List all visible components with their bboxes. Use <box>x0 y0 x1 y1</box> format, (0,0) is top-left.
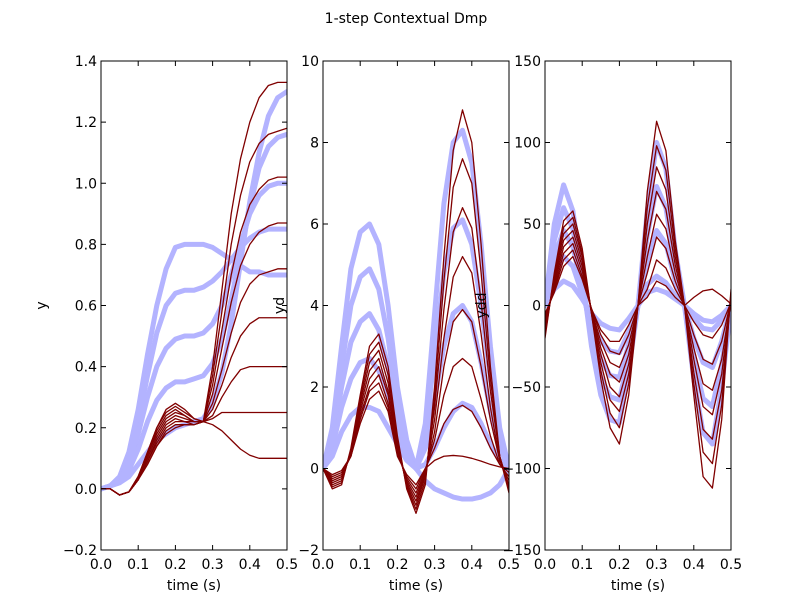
y-tick-label: −0.2 <box>63 543 97 559</box>
x-axis-label: time (s) <box>611 578 665 594</box>
y-tick-label: 0.8 <box>75 237 97 253</box>
x-tick-label: 0.3 <box>645 557 667 573</box>
y-axis-label: ydd <box>474 292 490 318</box>
y-tick-label: 0 <box>310 462 319 478</box>
rollout-series-line-13 <box>323 390 509 486</box>
rollout-series-line-7 <box>101 127 287 496</box>
demo-series-line-2 <box>101 226 287 492</box>
y-tick-label: 0.4 <box>75 360 97 376</box>
y-tick-label: 0.6 <box>75 299 97 315</box>
y-tick-label: 0.0 <box>75 482 97 498</box>
x-tick-label: 0.0 <box>312 557 334 573</box>
x-axis-label: time (s) <box>389 578 443 594</box>
y-tick-label: −50 <box>511 380 541 396</box>
x-tick-label: 0.1 <box>571 557 593 573</box>
x-axis-label: time (s) <box>167 578 221 594</box>
x-tick-label: 0.5 <box>720 557 742 573</box>
y-tick-label: 4 <box>310 299 319 315</box>
y-tick-label: −150 <box>503 543 541 559</box>
subplot-3: 0.0 0.1 0.2 0.3 0.4 0.5−150−100−50050100150ti… <box>474 54 742 594</box>
y-tick-label: 0.2 <box>75 421 97 437</box>
x-tick-label: 0.4 <box>461 557 483 573</box>
y-axis-label: yd <box>272 297 288 314</box>
y-tick-label: 8 <box>310 136 319 152</box>
y-tick-label: −2 <box>298 543 319 559</box>
x-tick-label: 0.1 <box>349 557 371 573</box>
x-tick-label: 0.3 <box>201 557 223 573</box>
y-tick-label: 10 <box>301 54 319 70</box>
x-tick-label: 0.2 <box>164 557 186 573</box>
y-tick-label: 6 <box>310 217 319 233</box>
y-tick-label: 2 <box>310 380 319 396</box>
x-tick-label: 0.1 <box>127 557 149 573</box>
rollout-series-line-13 <box>545 255 731 343</box>
y-tick-label: −100 <box>503 462 541 478</box>
demo-series-line-3 <box>101 180 287 492</box>
rollout-series-line-14 <box>101 420 287 496</box>
x-tick-label: 0.0 <box>534 557 556 573</box>
x-tick-label: 0.2 <box>386 557 408 573</box>
x-tick-label: 0.2 <box>608 557 630 573</box>
x-tick-label: 0.4 <box>683 557 705 573</box>
plot-area <box>101 81 287 496</box>
y-tick-label: 50 <box>523 217 541 233</box>
y-tick-label: 1.0 <box>75 176 97 192</box>
x-tick-label: 0.3 <box>423 557 445 573</box>
demo-series-line-4 <box>101 131 287 492</box>
x-tick-label: 0.5 <box>498 557 520 573</box>
y-axis-label: y <box>34 301 50 309</box>
y-tick-label: 0 <box>532 299 541 315</box>
x-tick-label: 0.5 <box>276 557 298 573</box>
y-tick-label: 1.4 <box>75 54 97 70</box>
y-tick-label: 150 <box>514 54 541 70</box>
subplot-1: 0.0 0.1 0.2 0.3 0.4 0.5−0.20.00.20.40.60.81.0… <box>34 54 298 594</box>
plot-area <box>323 109 509 514</box>
x-tick-label: 0.4 <box>239 557 261 573</box>
figure-suptitle: 1-step Contextual Dmp <box>325 11 488 27</box>
x-tick-label: 0.0 <box>90 557 112 573</box>
y-tick-label: 100 <box>514 136 541 152</box>
plot-area <box>545 120 731 489</box>
y-tick-label: 1.2 <box>75 115 97 131</box>
